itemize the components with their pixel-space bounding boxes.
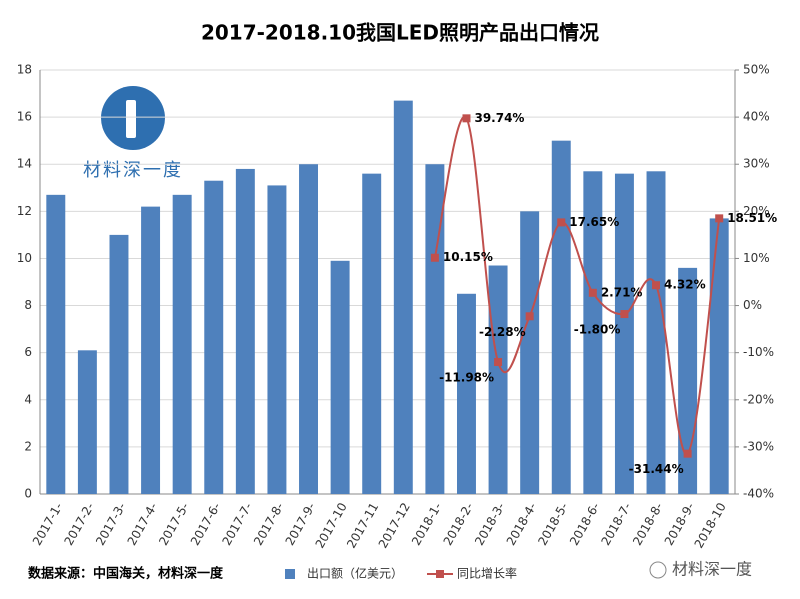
y2-tick-label: -20% xyxy=(743,392,774,406)
bar xyxy=(330,260,350,494)
watermark: 材料深一度 xyxy=(649,560,752,579)
line-marker xyxy=(715,214,724,223)
value-label: 2.71% xyxy=(601,285,643,299)
bar xyxy=(488,265,508,494)
bar xyxy=(646,171,666,495)
legend-label: 同比增长率 xyxy=(457,566,517,581)
bar xyxy=(235,168,255,494)
bar xyxy=(520,211,540,495)
source: 数据来源：中国海关，材料深一度 xyxy=(28,566,224,582)
bar xyxy=(362,173,382,494)
line-marker xyxy=(652,281,661,290)
bar xyxy=(299,164,318,494)
bar xyxy=(457,293,476,494)
value-label: 18.51% xyxy=(727,211,777,225)
line-marker xyxy=(525,312,534,321)
bar xyxy=(204,180,224,494)
line-marker xyxy=(557,218,566,227)
y2-tick-label: 40% xyxy=(743,110,770,124)
line-marker xyxy=(620,310,629,319)
value-label: 4.32% xyxy=(664,278,706,292)
y-tick-label: 0 xyxy=(24,487,32,501)
bar xyxy=(141,206,161,494)
logo: 材料深一度 xyxy=(83,86,183,181)
y-tick-label: 14 xyxy=(17,157,32,171)
bar xyxy=(393,100,413,494)
value-label: -2.28% xyxy=(479,325,526,339)
y2-tick-label: 50% xyxy=(743,63,770,77)
bar xyxy=(109,234,129,494)
value-label: -31.44% xyxy=(629,462,684,476)
legend-swatch xyxy=(436,570,444,578)
value-label: -1.80% xyxy=(574,323,621,337)
line-marker xyxy=(462,114,471,123)
y-tick-label: 4 xyxy=(24,392,32,406)
y-tick-label: 2 xyxy=(24,439,32,453)
y-tick-label: 18 xyxy=(17,63,32,77)
y2-tick-label: 0% xyxy=(743,298,762,312)
y-tick-label: 10 xyxy=(17,251,32,265)
bar xyxy=(678,267,698,494)
line-marker xyxy=(430,253,439,262)
value-label: -11.98% xyxy=(439,370,494,384)
line-marker xyxy=(494,357,503,366)
y2-tick-label: -30% xyxy=(743,439,774,453)
legend-swatch xyxy=(285,569,295,579)
line xyxy=(433,115,721,455)
bar xyxy=(614,173,634,494)
y-tick-label: 6 xyxy=(24,345,32,359)
logo-mark xyxy=(126,100,136,138)
bar xyxy=(172,194,192,494)
y-tick-label: 12 xyxy=(17,204,32,218)
value-label: 10.15% xyxy=(443,250,493,264)
value-label: 17.65% xyxy=(569,215,619,229)
bar xyxy=(425,164,445,494)
value-label: 39.74% xyxy=(474,111,524,125)
y-tick-label: 16 xyxy=(17,110,32,124)
y-tick-label: 8 xyxy=(24,298,32,312)
bar xyxy=(77,350,97,494)
y2-tick-label: -40% xyxy=(743,487,774,501)
line-marker xyxy=(588,288,597,297)
bar xyxy=(583,171,603,495)
logo-text: 材料深一度 xyxy=(83,160,183,181)
legend-label: 出口额（亿美元） xyxy=(307,566,403,581)
watermark-text: 材料深一度 xyxy=(672,560,752,579)
bar xyxy=(709,218,729,494)
chart-title: 2017-2018.10我国LED照明产品出口情况 xyxy=(201,21,599,45)
line-marker xyxy=(683,449,692,458)
bar xyxy=(267,185,287,494)
bar xyxy=(46,194,66,494)
y2-tick-label: -10% xyxy=(743,345,774,359)
bar xyxy=(551,140,571,494)
y2-tick-label: 20% xyxy=(743,204,770,218)
watermark-icon xyxy=(649,561,667,579)
y2-tick-label: 30% xyxy=(743,157,770,171)
y2-tick-label: 10% xyxy=(743,251,770,265)
